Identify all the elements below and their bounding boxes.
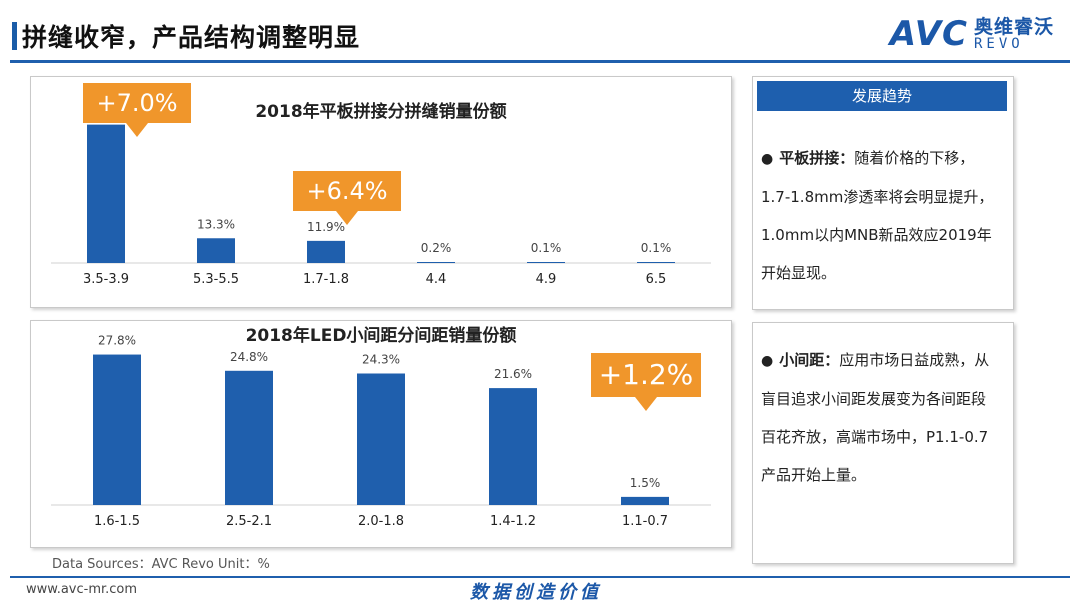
svg1-tick-label-4.9: 4.9: [536, 272, 557, 287]
trend-bullet-body: 随着价格的下移，1.7-1.8mm渗透率将会明显提升，1.0mm以内MNB新品效…: [761, 149, 994, 282]
logo-cn-text: 奥维睿沃: [973, 15, 1054, 38]
trend-bullet-label: 平板拼接: [779, 149, 840, 167]
bullet-dot-icon: ●: [761, 151, 774, 167]
chart1-svg: 74.4%3.5-3.913.3%5.3-5.511.9%1.7-1.80.2%…: [51, 104, 711, 287]
bullet-dot-icon: ●: [761, 353, 774, 369]
svg1-bar-5.3-5.5: [197, 238, 235, 263]
svg2-tick-label-1.1-0.7: 1.1-0.7: [622, 514, 668, 529]
svg1-value-label-5.3-5.5: 13.3%: [197, 217, 235, 231]
footer-slogan: 数据创造价值: [470, 582, 602, 603]
chart2-callout-1.1-0.7: +1.2%: [591, 353, 701, 411]
footer-divider: [10, 576, 1070, 578]
svg2-tick-label-1.4-1.2: 1.4-1.2: [490, 514, 536, 529]
svg2-bar-1.1-0.7: [621, 496, 669, 505]
svg1-bar-4.4: [417, 262, 455, 263]
trend-bullet: ● 平板拼接：随着价格的下移，1.7-1.8mm渗透率将会明显提升，1.0mm以内…: [761, 149, 994, 282]
footer-website-link[interactable]: www.avc-mr.com: [26, 582, 138, 597]
svg1-value-label-4.9: 0.1%: [531, 241, 562, 255]
svg1-value-label-4.4: 0.2%: [421, 241, 452, 255]
svg1-tick-label-5.3-5.5: 5.3-5.5: [193, 272, 239, 287]
svg1-bar-4.9: [527, 262, 565, 263]
svg2-value-label-1.6-1.5: 27.8%: [98, 334, 136, 348]
small-pitch-bullet-label: 小间距: [779, 351, 825, 369]
svg1-tick-label-3.5-3.9: 3.5-3.9: [83, 272, 129, 287]
header-divider: [10, 60, 1070, 63]
page-title: 拼缝收窄，产品结构调整明显: [22, 23, 361, 52]
small-pitch-bullet: ● 小间距：应用市场日益成熟，从盲目追求小间距发展变为各间距段百花齐放，高端市场中…: [761, 351, 990, 484]
data-source-note: Data Sources：AVC Revo Unit：%: [52, 557, 270, 572]
svg1-value-label-1.7-1.8: 11.9%: [307, 220, 345, 234]
svg1-value-label-6.5: 0.1%: [641, 241, 672, 255]
logo-en-text: REVO: [973, 35, 1024, 52]
svg2-value-label-2.5-2.1: 24.8%: [230, 350, 268, 364]
svg1-bar-6.5: [637, 262, 675, 263]
svg2-bar-2.5-2.1: [225, 370, 273, 505]
chart2-title: 2018年LED小间距分间距销量份额: [245, 326, 517, 346]
chart-panel-led-small-pitch: 2018年LED小间距分间距销量份额 27.8% 1.6-1.5 24.8% 2.5-…: [30, 320, 732, 548]
svg1-bar-1.7-1.8: [307, 240, 345, 263]
svg2-bar-1.6-1.5: [93, 354, 141, 505]
logo-avc-text: AVC: [889, 14, 968, 54]
svg1-tick-label-1.7-1.8: 1.7-1.8: [303, 272, 349, 287]
chart-panel-flat-splicing: 2018年平板拼接分拼缝销量份额 74.4%3.5-3.913.3%5.3-5.…: [30, 76, 732, 308]
trend-panel: 发展趋势 ● 平板拼接：随着价格的下移，1.7-1.8mm渗透率将会明显提升，1.…: [752, 76, 1014, 310]
chart1-title: 2018年平板拼接分拼缝销量份额: [255, 102, 507, 122]
trend-header: 发展趋势: [757, 81, 1007, 111]
chart1-callout-3.5-3.9: +7.0%: [83, 83, 191, 137]
svg2-tick-label-2.0-1.8: 2.0-1.8: [358, 514, 404, 529]
small-pitch-bullet-body: 应用市场日益成熟，从盲目追求小间距发展变为各间距段百花齐放，高端市场中，P1.1…: [761, 351, 990, 484]
svg2-tick-label-1.6-1.5: 1.6-1.5: [94, 514, 140, 529]
svg1-tick-label-6.5: 6.5: [646, 272, 667, 287]
avc-revo-logo: AVC 奥维睿沃 REVO: [890, 14, 1054, 54]
title-accent-bar: [12, 22, 17, 50]
svg2-value-label-1.4-1.2: 21.6%: [494, 367, 532, 381]
svg2-value-label-1.1-0.7: 1.5%: [630, 476, 661, 490]
svg2-value-label-2.0-1.8: 24.3%: [362, 352, 400, 366]
svg1-tick-label-4.4: 4.4: [426, 272, 447, 287]
chart2-svg: 27.8% 1.6-1.5 24.8% 2.5-2.1 24.3% 2.0-1.8 21.6…: [51, 334, 711, 529]
svg1-bar-3.5-3.9: [87, 124, 125, 263]
svg2-tick-label-2.5-2.1: 2.5-2.1: [226, 514, 272, 529]
svg2-bar-1.4-1.2: [489, 388, 537, 505]
chart1-callout-1.7-1.8: +6.4%: [293, 171, 401, 225]
svg2-bar-2.0-1.8: [357, 373, 405, 505]
small-pitch-panel: ● 小间距：应用市场日益成熟，从盲目追求小间距发展变为各间距段百花齐放，高端市场中…: [752, 322, 1014, 564]
